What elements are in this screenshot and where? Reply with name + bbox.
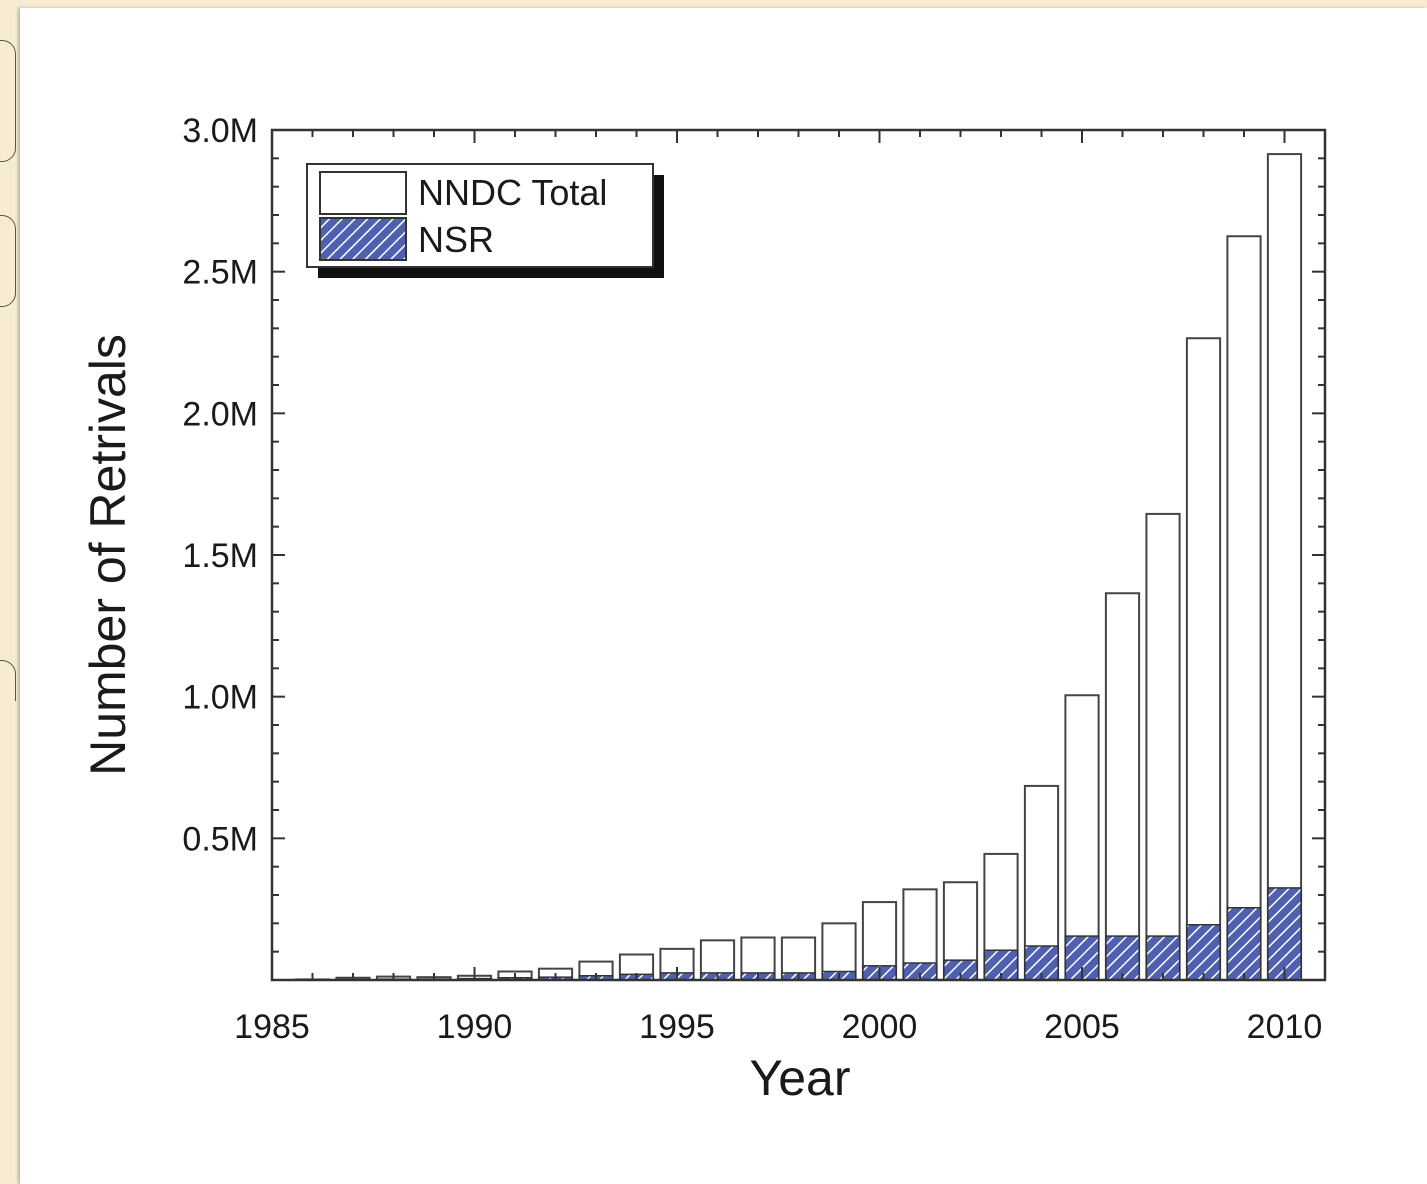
bar-nndc-total-2010 [1266, 153, 1303, 982]
x-axis-title: Year [749, 1050, 850, 1106]
legend: NNDC Total NSR [306, 163, 664, 278]
legend-label-nsr: NSR [418, 219, 494, 260]
legend-swatch-nsr [319, 217, 407, 261]
y-tick-label: 3.0M [182, 112, 258, 150]
series-nsr [335, 887, 1302, 981]
x-tick-label: 2000 [842, 1008, 918, 1046]
legend-label-nndc-total: NNDC Total [418, 172, 607, 213]
y-axis-title: Number of Retrivals [80, 334, 136, 776]
y-tick-label: 2.0M [182, 395, 258, 433]
bar-nndc-total-2006 [1104, 592, 1141, 981]
bar-nsr-2008 [1186, 924, 1221, 981]
ticks [271, 129, 1326, 981]
bar-nsr-2009 [1226, 907, 1262, 981]
x-tick-label: 1985 [234, 1008, 310, 1046]
bar-nndc-total-1999 [821, 922, 857, 981]
y-tick-label: 1.5M [182, 537, 258, 575]
y-tick-label: 0.5M [182, 820, 258, 858]
x-tick-label: 2010 [1247, 1008, 1323, 1046]
x-tick-label: 2005 [1044, 1008, 1120, 1046]
legend-swatch-nndc-total [319, 171, 407, 215]
y-tick-label: 2.5M [182, 254, 258, 292]
x-tick-label: 1990 [437, 1008, 513, 1046]
y-tick-label: 1.0M [182, 679, 258, 717]
bar-nndc-total-2008 [1185, 337, 1222, 981]
x-tick-label: 1995 [639, 1008, 715, 1046]
tick-labels: 1985 1990 1995 2000 2005 2010 0.5M 1.0M 1.5M 2.0M… [182, 112, 1322, 1046]
bar-nsr-2010 [1267, 887, 1302, 981]
bar-nndc-total-2005 [1064, 694, 1100, 981]
bar-nndc-total-2009 [1226, 235, 1262, 981]
bar-nndc-total-2007 [1145, 512, 1181, 982]
background-fragment [0, 660, 16, 701]
